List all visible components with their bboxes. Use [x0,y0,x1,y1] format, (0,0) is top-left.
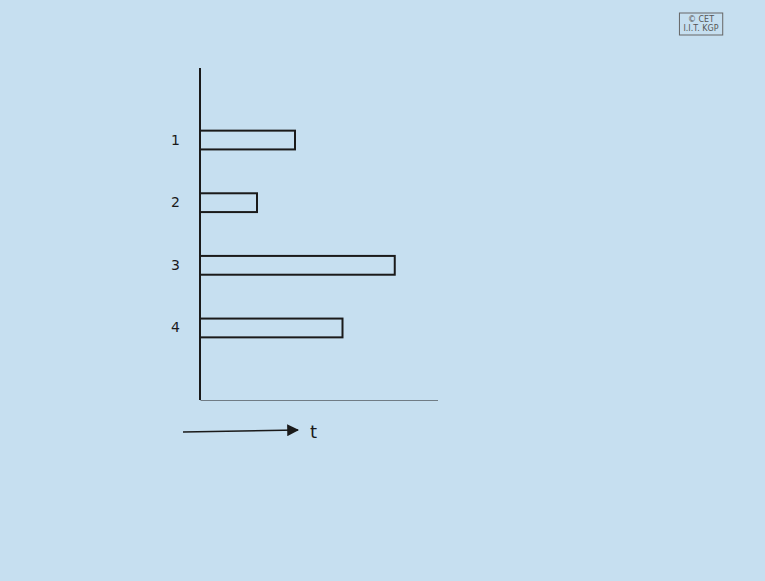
bar [200,256,395,275]
y-tick-label: 4 [171,319,180,335]
y-tick: 3 [171,257,180,273]
x-axis [201,400,439,401]
x-label: t [310,421,317,442]
y-axis-line [199,68,201,400]
background [0,0,765,581]
y-tick: 1 [171,132,180,148]
watermark-text: I.I.T. KGP [683,24,718,33]
chart: 1 2 3 4 t © CETI.I.T. KGP [0,0,765,581]
x-axis-line [201,400,439,401]
bars [200,131,395,338]
y-tick-label: 3 [171,257,180,273]
bar [200,319,343,338]
axis-arrow [183,430,298,432]
watermark-box [679,13,722,35]
bar [200,193,257,212]
y-tick-label: 2 [171,194,180,210]
bar [200,131,295,150]
y-tick: 4 [171,319,180,335]
y-axis: 1 2 3 4 [171,68,200,400]
y-tick: 2 [171,194,180,210]
watermark-text: © CET [688,15,714,24]
watermark: © CETI.I.T. KGP [679,13,722,35]
y-tick-label: 1 [171,132,180,148]
